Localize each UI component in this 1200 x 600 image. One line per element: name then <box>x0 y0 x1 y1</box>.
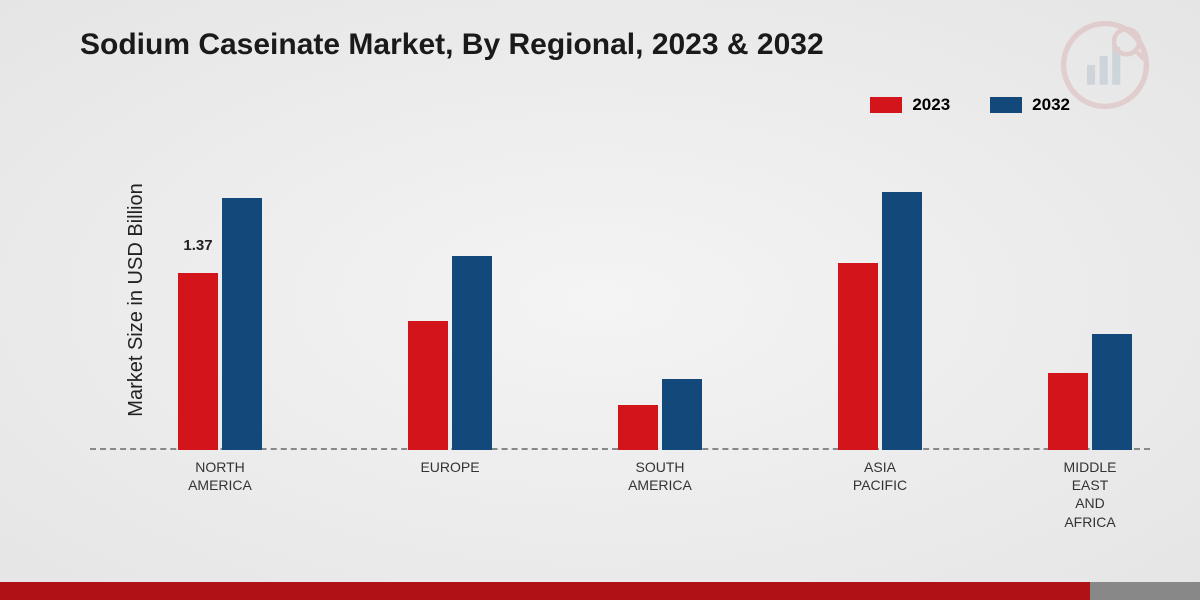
footer-red <box>0 582 1090 600</box>
legend: 2023 2032 <box>870 95 1070 115</box>
bar-2023 <box>838 263 878 450</box>
footer-bar <box>0 582 1200 600</box>
bar-group <box>1040 334 1140 450</box>
x-tick-label: NORTH AMERICA <box>150 458 290 494</box>
bar-group <box>400 256 500 450</box>
bar-2023 <box>178 273 218 450</box>
plot-area: 1.37 <box>90 140 1150 450</box>
bar-2032 <box>662 379 702 450</box>
footer-grey <box>1090 582 1200 600</box>
x-axis-labels: NORTH AMERICA EUROPE SOUTH AMERICA ASIA PAC… <box>90 458 1150 558</box>
bar-2032 <box>1092 334 1132 450</box>
legend-item-2023: 2023 <box>870 95 950 115</box>
bar-value-label: 1.37 <box>183 237 212 254</box>
x-tick-label: MIDDLE EAST AND AFRICA <box>1020 458 1160 531</box>
bar-2023 <box>1048 373 1088 451</box>
chart-title: Sodium Caseinate Market, By Regional, 20… <box>80 28 824 62</box>
bar-group <box>830 192 930 450</box>
x-tick-label: EUROPE <box>380 458 520 476</box>
legend-swatch-2023 <box>870 97 902 113</box>
bar-2032 <box>452 256 492 450</box>
bar-group <box>610 379 710 450</box>
legend-item-2032: 2032 <box>990 95 1070 115</box>
x-tick-label: ASIA PACIFIC <box>810 458 950 494</box>
legend-label-2023: 2023 <box>912 95 950 115</box>
bar-2023 <box>618 405 658 450</box>
bar-2023 <box>408 321 448 450</box>
bar-2032 <box>882 192 922 450</box>
watermark-logo <box>1060 20 1150 110</box>
legend-swatch-2032 <box>990 97 1022 113</box>
legend-label-2032: 2032 <box>1032 95 1070 115</box>
bar-group: 1.37 <box>170 198 270 450</box>
x-tick-label: SOUTH AMERICA <box>590 458 730 494</box>
bar-2032 <box>222 198 262 450</box>
